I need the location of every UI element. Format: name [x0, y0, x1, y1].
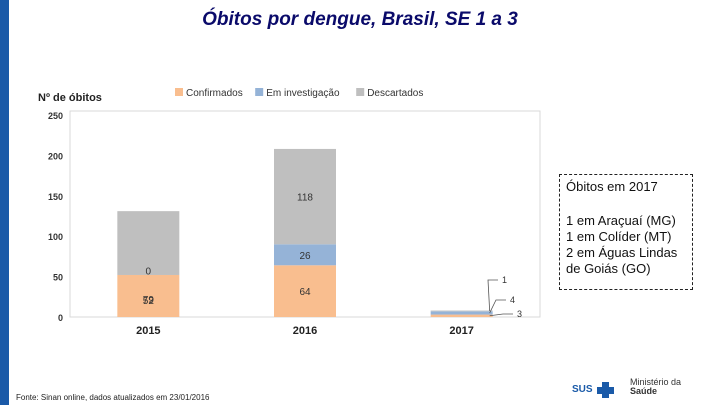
- sus-logo: SUS: [572, 382, 614, 398]
- sus-logo-text: SUS: [572, 384, 593, 395]
- legend-swatch: [255, 88, 264, 96]
- note-line: de Goiás (GO): [566, 261, 651, 276]
- data-label: 79: [143, 295, 155, 306]
- x-tick-label: 2016: [293, 325, 317, 337]
- note-line: 2 em Águas Lindas: [566, 245, 678, 260]
- legend-swatch: [175, 88, 183, 96]
- y-tick-label: 150: [48, 192, 63, 202]
- x-tick-label: 2017: [449, 325, 473, 337]
- ministry-line2: Saúde: [630, 386, 658, 396]
- legend-swatch: [356, 88, 365, 96]
- data-label: 0: [146, 266, 152, 277]
- data-label: 118: [297, 193, 313, 204]
- bar-segment: [274, 148, 336, 245]
- note-line: 1 em Araçuaí (MG): [566, 213, 676, 228]
- bar-segment: [274, 244, 336, 266]
- x-tick-label: 2015: [136, 325, 160, 337]
- ministry-logo: Ministério da Saúde: [630, 378, 681, 396]
- legend-label: Confirmados: [186, 88, 243, 99]
- y-axis-label: Nº de óbitos: [38, 92, 102, 104]
- left-accent-bar: [0, 0, 9, 405]
- leader-line: [487, 279, 498, 311]
- leader-line: [489, 299, 506, 314]
- bar-segment: [430, 314, 493, 317]
- y-tick-label: 50: [53, 273, 63, 283]
- ministry-line1: Ministério da: [630, 377, 682, 387]
- deaths-2017-note: Óbitos em 2017 1 em Araçuaí (MG) 1 em Co…: [559, 174, 693, 290]
- data-label: 4: [510, 295, 515, 305]
- data-label: 26: [299, 251, 311, 262]
- data-label: 64: [299, 287, 311, 298]
- y-tick-label: 0: [58, 313, 63, 323]
- y-tick-label: 250: [48, 111, 63, 121]
- y-tick-label: 100: [48, 232, 63, 242]
- slide-title: Óbitos por dengue, Brasil, SE 1 a 3: [202, 9, 518, 30]
- bar-segment: [430, 311, 493, 315]
- note-title: Óbitos em 2017: [566, 179, 658, 194]
- stacked-bar-chart: Nº de óbitos Confirmados Em investigação De…: [38, 88, 541, 337]
- leader-line: [489, 313, 513, 317]
- y-tick-label: 200: [48, 151, 63, 161]
- legend-label: Em investigação: [266, 88, 340, 99]
- note-line: 1 em Colíder (MT): [566, 229, 672, 244]
- bar-segment: [117, 211, 180, 275]
- bar-segment: [117, 274, 180, 317]
- source-caption: Fonte: Sinan online, dados atualizados e…: [16, 393, 210, 402]
- data-label: 52: [143, 296, 155, 307]
- data-label: 1: [502, 275, 507, 285]
- bar-segment: [274, 265, 336, 317]
- bar-segment: [430, 310, 493, 312]
- legend-label: Descartados: [367, 88, 423, 99]
- data-label: 3: [517, 309, 522, 319]
- health-cross-icon: [597, 382, 614, 398]
